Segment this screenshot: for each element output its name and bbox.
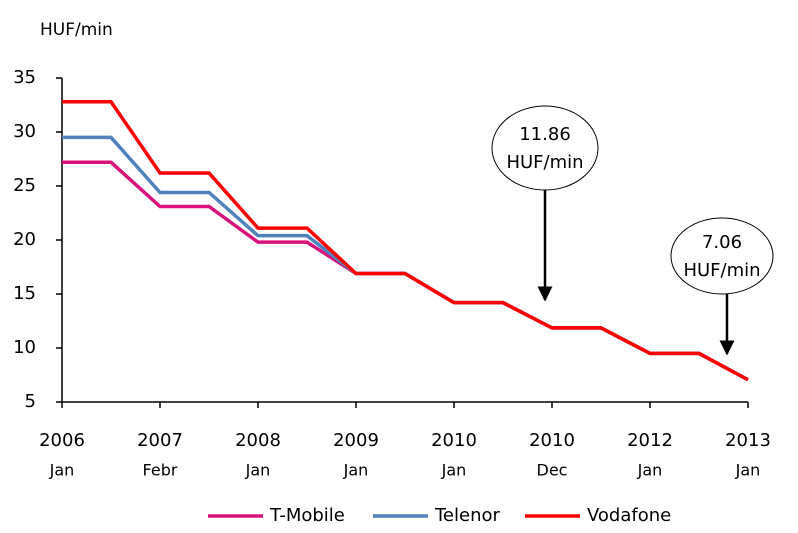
- x-tick-label: Jan: [441, 461, 467, 480]
- x-tick-label: 2007: [137, 430, 183, 451]
- annotation-text: 7.06: [702, 232, 742, 253]
- legend-label: Vodafone: [587, 505, 671, 526]
- x-tick-label: Jan: [637, 461, 663, 480]
- annotation-text: HUF/min: [683, 260, 760, 281]
- annotation-text: 11.86: [519, 124, 571, 145]
- y-tick-label: 35: [13, 67, 36, 88]
- y-tick-label: 25: [13, 175, 36, 196]
- x-tick-label: 2010: [529, 430, 575, 451]
- x-tick-label: 2013: [725, 430, 771, 451]
- y-tick-label: 20: [13, 229, 36, 250]
- x-tick-label: 2008: [235, 430, 281, 451]
- annotation-bubble: [491, 105, 599, 191]
- annotation-text: HUF/min: [506, 152, 583, 173]
- y-tick-label: 10: [13, 337, 36, 358]
- y-tick-label: 15: [13, 283, 36, 304]
- x-tick-label: Jan: [245, 461, 271, 480]
- legend-label: T-Mobile: [269, 505, 345, 526]
- x-tick-label: 2009: [333, 430, 379, 451]
- x-tick-label: Jan: [343, 461, 369, 480]
- y-tick-label: 5: [25, 391, 36, 412]
- x-tick-label: 2006: [39, 430, 85, 451]
- x-tick-label: 2012: [627, 430, 673, 451]
- line-series: [62, 100, 749, 382]
- x-tick-label: Jan: [735, 461, 761, 480]
- y-axis-label: HUF/min: [40, 20, 113, 40]
- legend-label: Telenor: [434, 505, 501, 526]
- line-series: [62, 160, 749, 382]
- x-tick-label: 2010: [431, 430, 477, 451]
- x-tick-label: Jan: [49, 461, 75, 480]
- x-tick-label: Dec: [537, 461, 568, 480]
- x-tick-label: Febr: [143, 461, 178, 480]
- y-tick-label: 30: [13, 121, 36, 142]
- annotation-bubble: [670, 217, 774, 295]
